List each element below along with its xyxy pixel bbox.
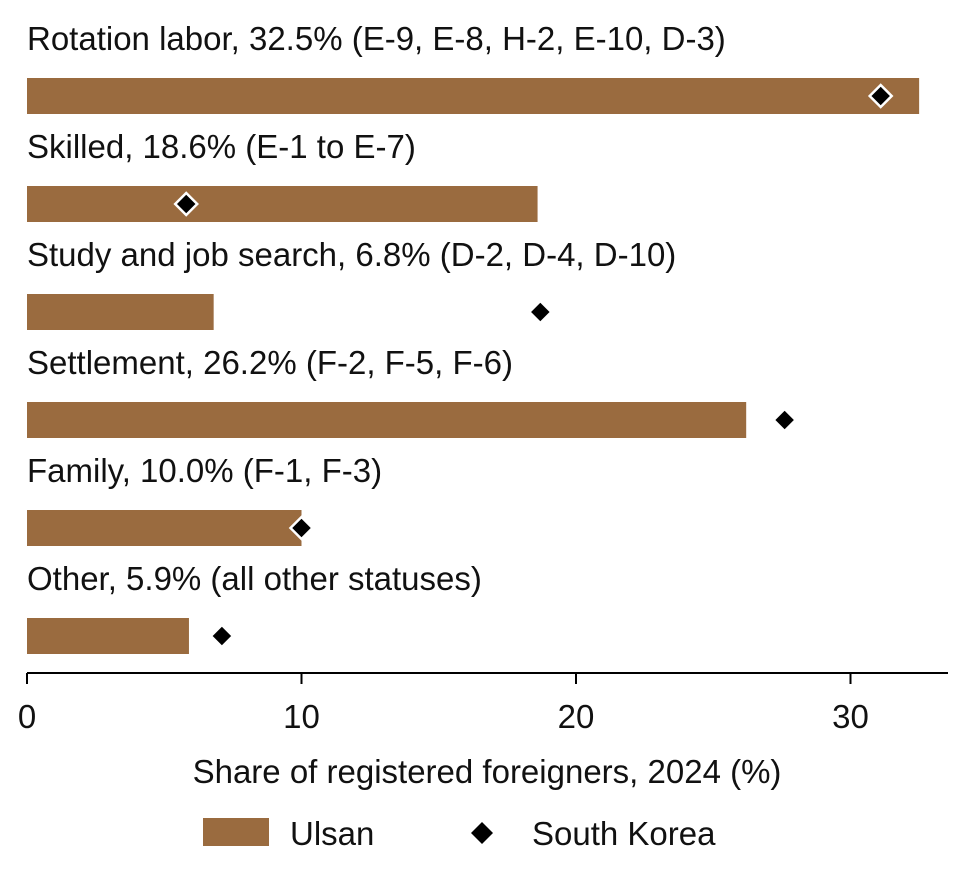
marker-south-korea — [867, 83, 894, 109]
bar-ulsan — [27, 294, 214, 330]
legend-swatch-ulsan — [203, 818, 269, 846]
legend-label-south-korea: South Korea — [532, 815, 716, 852]
marker-south-korea — [771, 407, 798, 433]
x-tick-label: 10 — [283, 698, 320, 735]
category-labels: Rotation labor, 32.5% (E-9, E-8, H-2, E-… — [27, 20, 726, 597]
markers-layer — [173, 83, 894, 649]
x-axis-title: Share of registered foreigners, 2024 (%) — [193, 753, 782, 790]
marker-south-korea — [209, 623, 235, 649]
bar-ulsan — [27, 510, 302, 546]
marker-south-korea — [527, 299, 554, 325]
marker-south-korea — [173, 191, 199, 217]
x-axis: 0 10 20 30 Share of registered foreigners, … — [18, 672, 948, 790]
x-tick-label: 30 — [832, 698, 869, 735]
category-label: Study and job search, 6.8% (D-2, D-4, D-… — [27, 236, 676, 273]
x-tick-label: 0 — [18, 698, 36, 735]
bar-ulsan — [27, 618, 189, 654]
legend: Ulsan South Korea — [203, 815, 716, 852]
bar-ulsan — [27, 78, 920, 114]
bars-layer — [27, 78, 920, 654]
category-label: Settlement, 26.2% (F-2, F-5, F-6) — [27, 344, 513, 381]
category-label: Rotation labor, 32.5% (E-9, E-8, H-2, E-… — [27, 20, 726, 57]
legend-diamond-south-korea — [471, 822, 493, 844]
x-tick-label: 20 — [558, 698, 595, 735]
bar-ulsan — [27, 402, 747, 438]
category-label: Other, 5.9% (all other statuses) — [27, 560, 482, 597]
legend-label-ulsan: Ulsan — [290, 815, 374, 852]
category-label: Family, 10.0% (F-1, F-3) — [27, 452, 382, 489]
category-label: Skilled, 18.6% (E-1 to E-7) — [27, 128, 416, 165]
bar-ulsan — [27, 186, 538, 222]
x-ticks: 0 10 20 30 — [18, 673, 869, 735]
marker-south-korea — [288, 515, 315, 541]
